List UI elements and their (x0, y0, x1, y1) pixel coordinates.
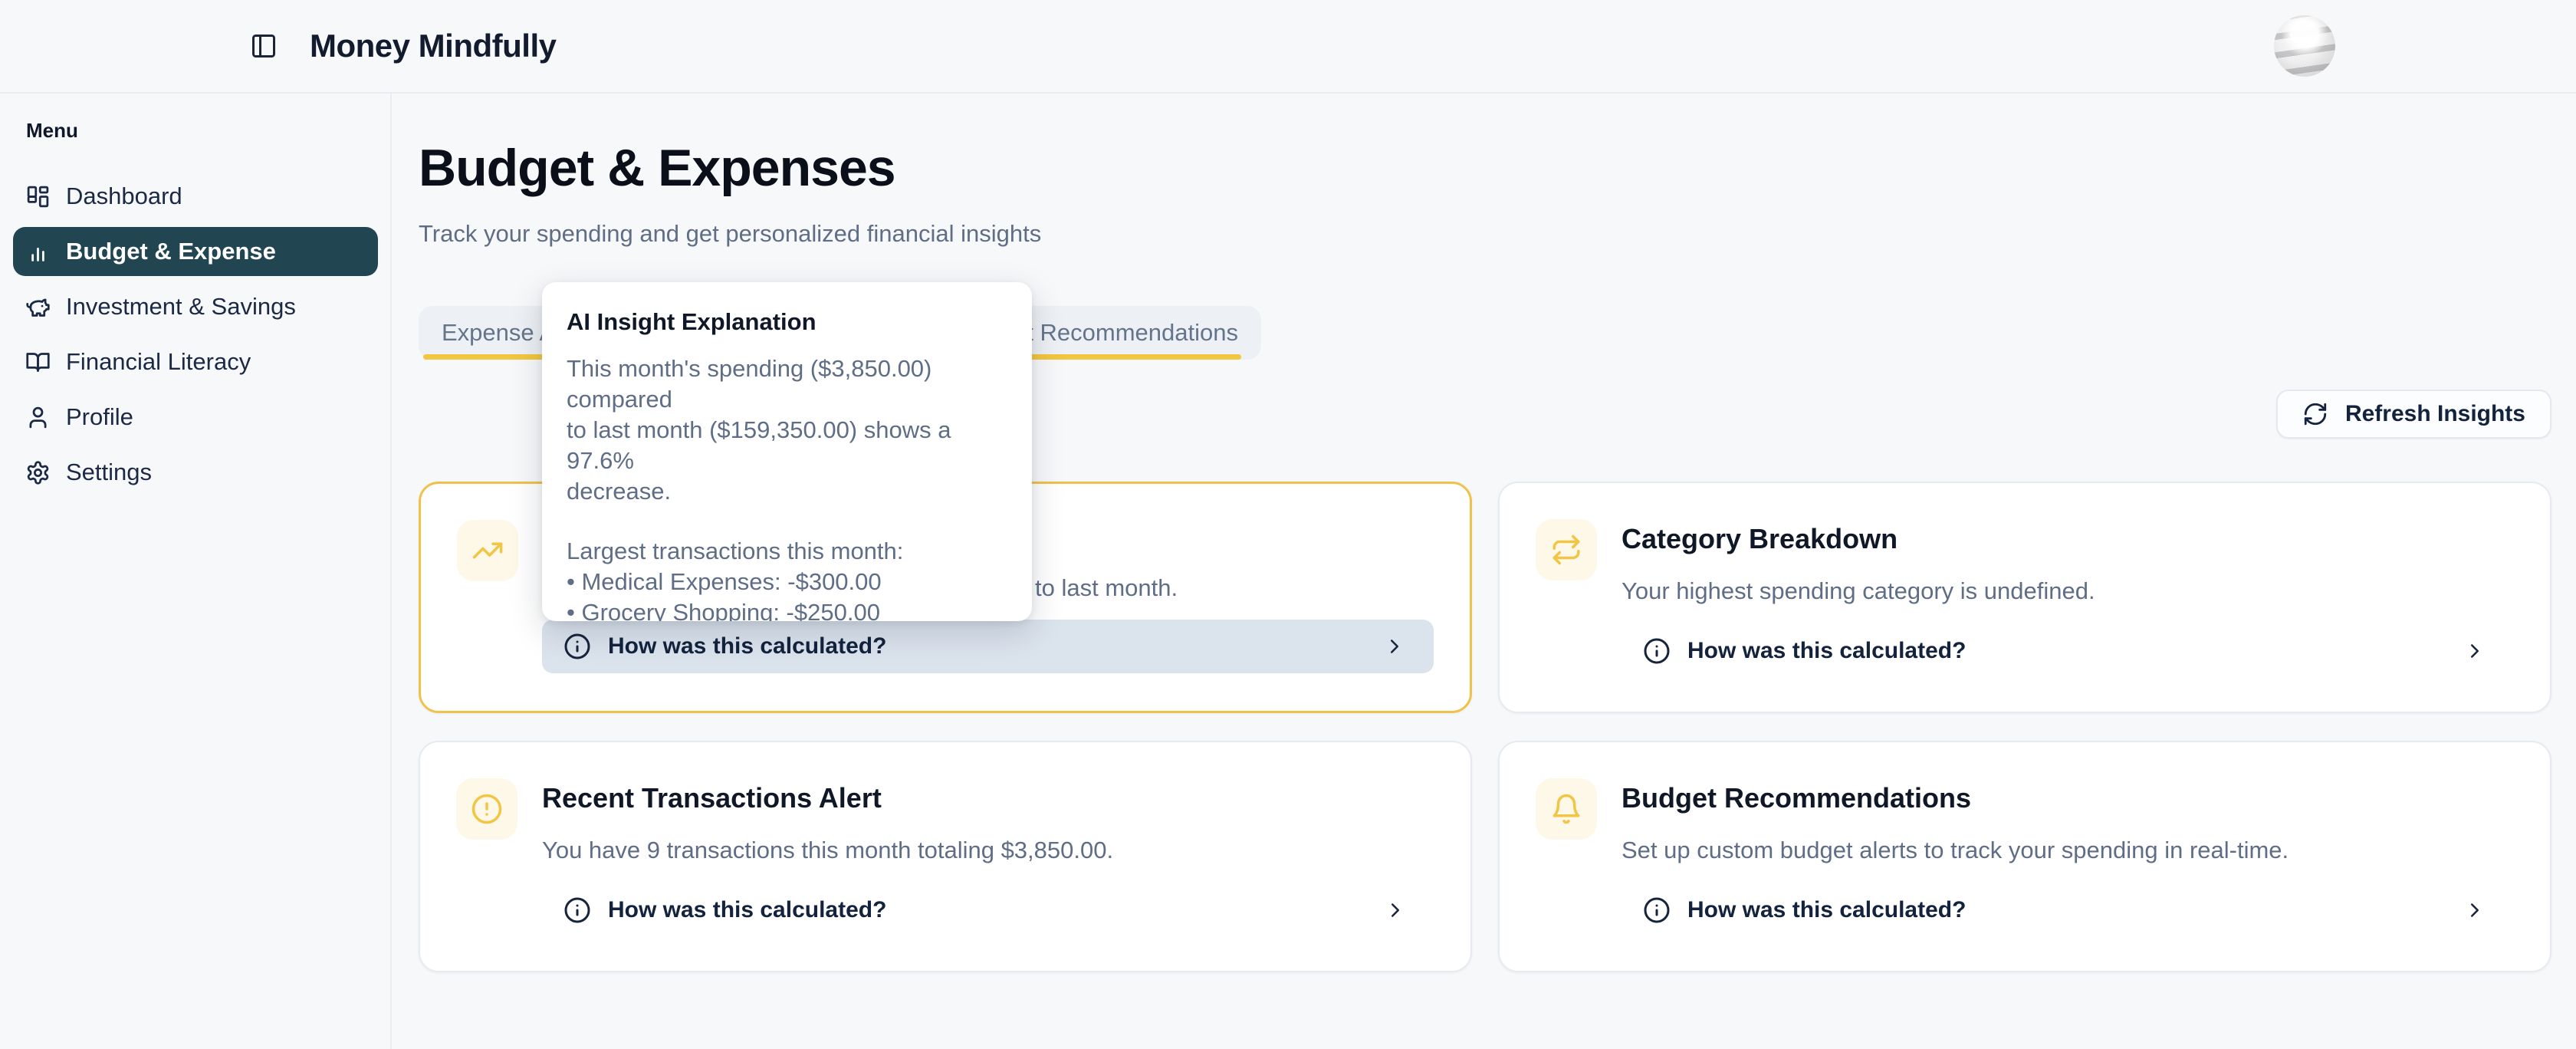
refresh-insights-button[interactable]: Refresh Insights (2275, 390, 2551, 439)
chevron-right-icon (1392, 903, 1399, 917)
chevron-right-icon (2471, 644, 2479, 658)
card-subtitle: You have 9 transactions this month total… (542, 837, 1114, 863)
card-icon-badge (1536, 519, 1597, 580)
card-category-breakdown: Category Breakdown Your highest spending… (1498, 482, 2551, 713)
trending-up-icon (472, 542, 503, 559)
card-subtitle-fragment: to last month. (1035, 574, 1178, 601)
card-icon-badge (457, 520, 518, 581)
info-icon (1644, 897, 1670, 923)
card-subtitle: Your highest spending category is undefi… (1622, 577, 2095, 604)
popover-summary: This month's spending ($3,850.00) compar… (567, 355, 951, 505)
bell-icon (1552, 794, 1580, 824)
how-calculated-label: How was this calculated? (1687, 638, 1967, 663)
toolbar: Refresh Insights (419, 390, 2551, 439)
user-avatar[interactable] (2274, 15, 2335, 77)
insight-cards-grid: to last month. How was this calculated? (419, 482, 2551, 972)
sidebar-item-label: Profile (66, 403, 133, 430)
sidebar-item-label: Investment & Savings (66, 293, 296, 320)
panel-left-icon (252, 35, 275, 58)
how-calculated-row[interactable]: How was this calculated? (1622, 883, 2514, 937)
how-calculated-row[interactable]: How was this calculated? (1622, 624, 2514, 678)
app-header: Money Mindfully (0, 0, 2576, 94)
info-icon (564, 897, 590, 923)
alert-circle-icon (472, 794, 502, 824)
sidebar-toggle-button[interactable] (247, 29, 281, 63)
sidebar-item-label: Dashboard (66, 183, 182, 209)
card-subtitle: Set up custom budget alerts to track you… (1622, 837, 2289, 863)
info-icon (1644, 638, 1670, 664)
page-subtitle: Track your spending and get personalized… (419, 220, 1042, 247)
sidebar-item-label: Budget & Expense (66, 238, 276, 265)
card-title: Category Breakdown (1622, 523, 1898, 554)
piggy-bank-icon (26, 298, 50, 317)
card-budget-recommendations: Budget Recommendations Set up custom bud… (1498, 741, 2551, 972)
book-open-icon (26, 352, 50, 372)
sidebar-item-settings[interactable]: Settings (13, 448, 378, 497)
sidebar-item-label: Financial Literacy (66, 348, 251, 375)
page-title: Budget & Expenses (419, 139, 896, 197)
ai-insight-popover: AI Insight Explanation This month's spen… (542, 282, 1032, 621)
popover-title: AI Insight Explanation (567, 308, 816, 335)
app-title: Money Mindfully (310, 28, 557, 64)
sidebar-item-financial-literacy[interactable]: Financial Literacy (13, 337, 378, 386)
card-icon-badge (456, 778, 518, 840)
repeat-icon (1552, 534, 1580, 565)
how-calculated-row[interactable]: How was this calculated? (542, 883, 1434, 937)
card-recent-transactions: Recent Transactions Alert You have 9 tra… (419, 741, 1472, 972)
gear-icon (27, 460, 49, 485)
sidebar-item-dashboard[interactable]: Dashboard (13, 172, 378, 221)
how-calculated-label: How was this calculated? (608, 633, 887, 659)
sidebar-item-budget-expense[interactable]: Budget & Expense (13, 227, 378, 276)
user-icon (29, 406, 47, 428)
how-calculated-row[interactable]: How was this calculated? (542, 620, 1434, 673)
card-title: Budget Recommendations (1622, 782, 1972, 814)
how-calculated-label: How was this calculated? (1687, 897, 1967, 922)
sidebar-item-investment-savings[interactable]: Investment & Savings (13, 282, 378, 331)
popover-transactions: Largest transactions this month: • Medic… (567, 538, 904, 621)
refresh-insights-label: Refresh Insights (2344, 401, 2525, 426)
sidebar-item-label: Settings (66, 459, 153, 485)
sidebar: Menu Dashboard Budget & Expense Investme… (0, 94, 392, 1049)
sidebar-item-profile[interactable]: Profile (13, 393, 378, 442)
refresh-icon (2304, 403, 2327, 426)
dashboard-icon (27, 186, 49, 207)
how-calculated-label: How was this calculated? (608, 897, 887, 922)
info-icon (564, 633, 590, 659)
chevron-right-icon (2471, 903, 2479, 917)
card-title: Recent Transactions Alert (542, 782, 882, 814)
bar-chart-icon (31, 247, 44, 261)
sidebar-menu: Dashboard Budget & Expense Investment & … (0, 172, 390, 497)
card-icon-badge (1536, 778, 1597, 840)
sidebar-section-label: Menu (26, 119, 78, 142)
chevron-right-icon (1391, 640, 1398, 653)
